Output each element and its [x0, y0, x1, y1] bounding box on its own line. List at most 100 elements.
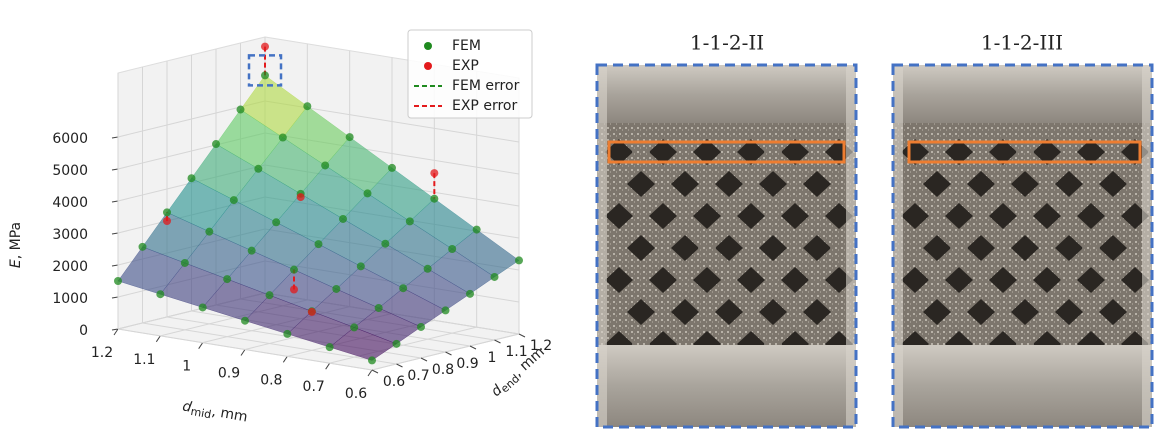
lattice-hole: [781, 203, 809, 229]
x-tick-label: 0.7: [303, 379, 325, 395]
point: [307, 307, 316, 316]
point: [325, 343, 334, 352]
point: [345, 133, 354, 142]
point: [290, 285, 298, 294]
x-axis-label-part: d: [181, 398, 193, 415]
z-tick-label: 6000: [52, 131, 88, 147]
z-axis-label-part: E: [8, 259, 24, 268]
x-tick-label: 1.2: [91, 345, 113, 361]
photo-edge: [597, 65, 607, 427]
lattice-hole: [989, 139, 1017, 165]
point: [180, 258, 189, 267]
point: [187, 174, 196, 183]
tick-mark: [494, 339, 501, 344]
lattice-hole: [671, 171, 699, 197]
point: [490, 272, 499, 281]
lattice-hole: [649, 203, 677, 229]
tick-mark: [111, 168, 119, 171]
lattice-hole: [1077, 267, 1105, 293]
lattice-hole: [1077, 139, 1105, 165]
point: [283, 329, 292, 338]
z-tick-label: 0: [79, 323, 88, 339]
legend-marker: [424, 42, 432, 50]
lattice-hole: [1055, 235, 1083, 261]
point: [356, 262, 365, 271]
lattice-hole: [693, 267, 721, 293]
point: [247, 246, 256, 255]
lattice-hole: [737, 267, 765, 293]
photo-plate: [597, 65, 856, 123]
point: [198, 303, 207, 312]
lattice-hole: [967, 299, 995, 325]
lattice-hole: [759, 171, 787, 197]
point: [163, 217, 171, 225]
lattice-hole: [1033, 203, 1061, 229]
tick-mark: [367, 369, 373, 377]
tick-mark: [111, 200, 119, 203]
tick-mark: [113, 328, 119, 336]
lattice-hole: [945, 203, 973, 229]
lattice-hole: [923, 171, 951, 197]
z-tick-label: 5000: [52, 163, 88, 179]
lattice-hole: [989, 203, 1017, 229]
tick-mark: [111, 328, 119, 331]
photo-edge: [893, 65, 903, 427]
highlight-box: [247, 54, 283, 87]
point: [290, 265, 298, 274]
tick-mark: [111, 296, 119, 299]
panel-title: 1-1-2-II: [690, 31, 764, 55]
lattice-hole: [803, 235, 831, 261]
lattice-hole: [627, 299, 655, 325]
z-tick-label: 3000: [52, 227, 88, 243]
point: [296, 193, 305, 202]
tick-mark: [371, 369, 379, 374]
z-axis-label-part: , MPa: [8, 222, 24, 259]
lattice-hole: [945, 267, 973, 293]
z-tick-label: 2000: [52, 259, 88, 275]
point: [212, 140, 220, 149]
x-tick-label: 0.9: [218, 366, 240, 382]
grid-line: [142, 322, 397, 365]
lattice-hole: [759, 235, 787, 261]
y-tick-label: 1.1: [505, 344, 527, 360]
highlight-row: [607, 140, 846, 164]
point: [515, 256, 523, 265]
lattice-hole: [989, 267, 1017, 293]
lattice-hole: [715, 171, 743, 197]
point: [381, 239, 390, 248]
y-tick-label: 0.6: [383, 374, 405, 390]
tick-mark: [469, 345, 477, 350]
lattice-hole: [901, 267, 929, 293]
point: [423, 264, 432, 273]
x-axis-label: dmid, mm: [181, 398, 249, 427]
lattice-hole: [1099, 235, 1127, 261]
legend-box: [407, 29, 533, 119]
lattice-hole: [945, 139, 973, 165]
lattice-hole: [781, 139, 809, 165]
x-axis-label-part: , mm: [210, 404, 248, 426]
y-tick-label: 0.8: [432, 362, 454, 378]
lattice-hole: [1011, 235, 1039, 261]
y-tick-label: 1.2: [530, 338, 552, 354]
lattice-hole: [923, 235, 951, 261]
photo-edge: [1142, 65, 1152, 427]
point: [278, 133, 287, 142]
photo-plate: [597, 345, 856, 427]
tick-mark: [445, 351, 452, 356]
lattice-hole: [967, 235, 995, 261]
grid-line: [117, 328, 373, 371]
photo-plate: [893, 65, 1152, 123]
tick-mark: [282, 356, 288, 363]
tick-mark: [325, 362, 331, 370]
point: [314, 240, 323, 249]
photos: [595, 63, 1154, 429]
legend-marker: [424, 62, 432, 70]
photo-frame: [595, 63, 858, 429]
point: [399, 284, 408, 293]
tick-mark: [111, 232, 119, 235]
lattice-hole: [693, 203, 721, 229]
lattice-hole: [627, 235, 655, 261]
x-axis-label-part: mid: [190, 405, 213, 421]
point: [272, 218, 281, 227]
